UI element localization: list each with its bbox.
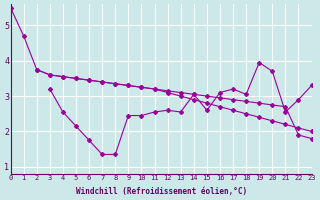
X-axis label: Windchill (Refroidissement éolien,°C): Windchill (Refroidissement éolien,°C) — [76, 187, 247, 196]
